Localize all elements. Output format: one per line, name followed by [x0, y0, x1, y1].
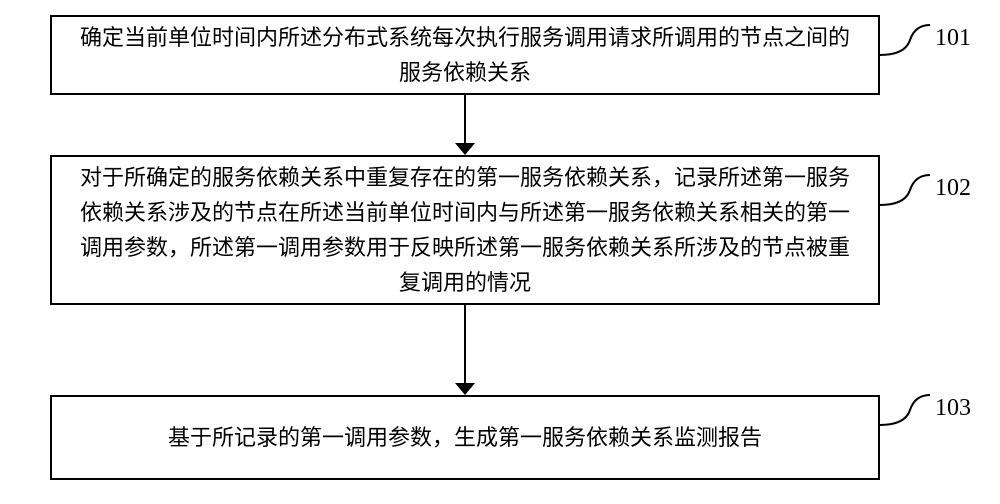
flowchart-container: 确定当前单位时间内所述分布式系统每次执行服务调用请求所调用的节点之间的服务依赖关… [0, 0, 1000, 504]
step-label-2: 102 [935, 175, 971, 202]
arrow-2-line [464, 305, 466, 383]
flowchart-node-1: 确定当前单位时间内所述分布式系统每次执行服务调用请求所调用的节点之间的服务依赖关… [50, 15, 880, 95]
step-label-1: 101 [935, 25, 971, 52]
arrow-1-line [464, 95, 466, 143]
flowchart-node-3: 基于所记录的第一调用参数，生成第一服务依赖关系监测报告 [50, 395, 880, 480]
arrow-1-head [455, 143, 475, 155]
connector-curve-2 [880, 170, 935, 210]
arrow-2-head [455, 383, 475, 395]
step-label-3: 103 [935, 395, 971, 422]
flowchart-node-3-text: 基于所记录的第一调用参数，生成第一服务依赖关系监测报告 [168, 420, 762, 455]
flowchart-node-2: 对于所确定的服务依赖关系中重复存在的第一服务依赖关系，记录所述第一服务依赖关系涉… [50, 155, 880, 305]
flowchart-node-2-text: 对于所确定的服务依赖关系中重复存在的第一服务依赖关系，记录所述第一服务依赖关系涉… [72, 160, 858, 301]
flowchart-node-1-text: 确定当前单位时间内所述分布式系统每次执行服务调用请求所调用的节点之间的服务依赖关… [72, 20, 858, 90]
connector-curve-1 [880, 20, 935, 60]
connector-curve-3 [880, 390, 935, 430]
